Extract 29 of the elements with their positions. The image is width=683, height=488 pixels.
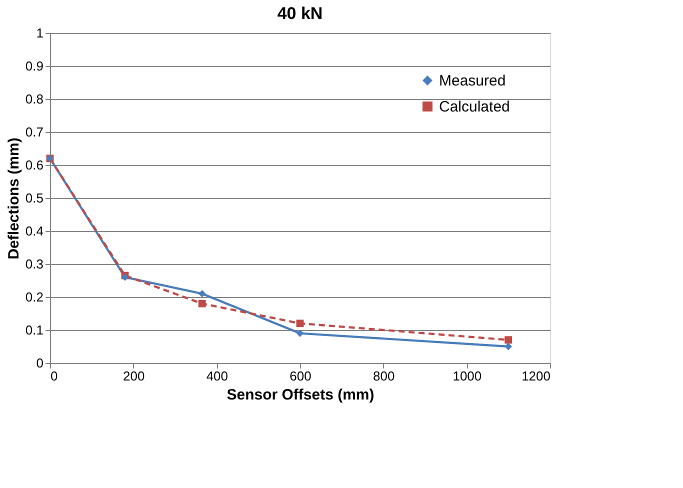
point	[296, 320, 304, 328]
point	[504, 342, 512, 350]
x-tick-label: 1200	[522, 368, 550, 384]
point	[198, 300, 206, 308]
x-axis-title: Sensor Offsets (mm)	[226, 386, 374, 404]
y-axis-title: Deflections (mm)	[5, 138, 22, 260]
y-tick-label: 0.5	[25, 190, 44, 206]
legend-label: Calculated	[439, 98, 510, 116]
point	[198, 290, 206, 298]
y-tick-label: 0.9	[25, 58, 44, 74]
x-tick-label: 200	[122, 368, 145, 384]
x-tick-label: 800	[372, 368, 395, 384]
y-tick-label: 1	[36, 26, 44, 40]
x-tick-label: 600	[290, 368, 312, 384]
y-tick-label: 0.4	[25, 224, 44, 238]
x-tick-label: 0	[50, 368, 58, 384]
legend-label: Measured	[439, 72, 506, 90]
y-tick-label: 0.2	[25, 290, 44, 304]
y-tick-label: 0.3	[25, 256, 44, 272]
x-tick-label: 1000	[452, 368, 482, 384]
chart-title: 40 kN	[277, 4, 323, 23]
y-tick-label: 0	[36, 356, 44, 370]
point	[296, 330, 304, 338]
x-tick-label: 400	[206, 368, 228, 384]
y-tick-label: 0.1	[25, 322, 44, 338]
y-tick-label: 0.7	[25, 124, 44, 140]
y-tick-label: 0.6	[25, 158, 44, 172]
y-tick-label: 0.8	[25, 92, 44, 106]
point	[504, 336, 512, 344]
